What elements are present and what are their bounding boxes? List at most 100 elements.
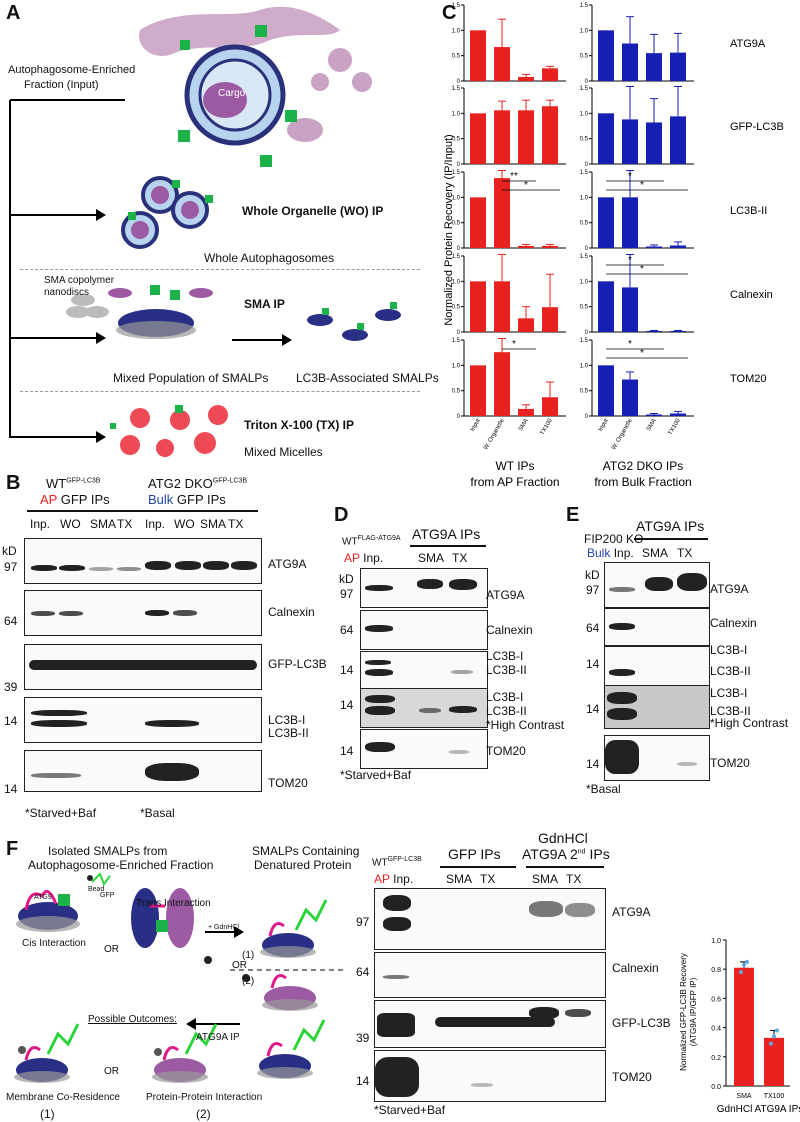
d-mw-marker: 14 xyxy=(340,698,354,712)
c-protein-label: Calnexin xyxy=(730,289,773,301)
f-mw-marker: 14 xyxy=(356,1074,370,1088)
panel-f-bar-chart: Normalized GFP-LC3B Recovery (ATG9A IP/GF… xyxy=(679,938,800,1115)
c-sig-label: * xyxy=(628,255,632,266)
b-blot-lc3b xyxy=(24,697,262,743)
c-ytick-label: 1.5 xyxy=(452,254,461,260)
b-ap-ips: AP GFP IPs xyxy=(40,492,110,507)
panel-c-chart: Normalized Protein Recovery (IP/Input) 0 0… xyxy=(443,3,784,489)
f-underline xyxy=(526,866,604,868)
f-note: *Starved+Baf xyxy=(374,1103,446,1117)
c-bar xyxy=(518,245,534,248)
c-ytick-label: 0.5 xyxy=(580,54,589,60)
c-ytick-label: 0.5 xyxy=(580,305,589,311)
c-ytick-label: 1.5 xyxy=(580,86,589,92)
e-mw-marker: 14 xyxy=(586,757,600,771)
f-mw-marker: 97 xyxy=(356,915,370,929)
f-gdn-head: GdnHCl xyxy=(538,830,588,846)
c-bar xyxy=(542,397,558,416)
sma-reagent-2: nanodiscs xyxy=(44,287,90,298)
c-bar xyxy=(670,116,686,164)
e-blot-lc3b-high xyxy=(604,685,710,729)
c-bar xyxy=(542,106,558,164)
tx-caption: Mixed Micelles xyxy=(244,445,323,459)
f-or-1: OR xyxy=(104,944,119,955)
e-target-label: LC3B-II xyxy=(710,704,751,718)
c-sig-label: * xyxy=(640,180,644,191)
panel-a-label: A xyxy=(6,2,21,24)
d-wt: WTFLAG-ATG9A xyxy=(342,535,401,548)
f-or-2: OR xyxy=(232,960,247,971)
f-target-label: GFP-LC3B xyxy=(612,1016,671,1030)
b-note-2: *Basal xyxy=(140,806,175,820)
e-mw-marker: 64 xyxy=(586,621,600,635)
c-bar xyxy=(494,178,510,248)
input-label-2: Fraction (Input) xyxy=(24,79,99,91)
c-bar xyxy=(518,76,534,81)
b-lane-label: SMA xyxy=(200,517,227,531)
c-ytick-label: 1.5 xyxy=(452,3,461,9)
f-blot-atg9a xyxy=(374,888,606,950)
c-sig-label: * xyxy=(628,171,632,182)
f-bar-point xyxy=(739,970,743,975)
c-bar xyxy=(518,318,534,332)
e-kd: kD xyxy=(585,568,600,582)
b-mw-marker: 97 xyxy=(4,560,18,574)
b-mw-marker: 64 xyxy=(4,614,18,628)
b-lane-label: TX xyxy=(117,517,133,531)
c-sig-label: * xyxy=(640,348,644,359)
b-target-label: ATG9A xyxy=(268,557,307,571)
f-o1-mid: (1) xyxy=(242,950,255,961)
c-bar xyxy=(598,365,614,416)
panel-c-label: C xyxy=(442,2,457,24)
divider xyxy=(20,391,420,392)
c-sig-label: ** xyxy=(510,171,518,182)
b-blot-atg9a xyxy=(24,538,262,584)
e-line: FIP200 KO xyxy=(584,532,644,546)
c-bar xyxy=(494,47,510,81)
b-target-label: LC3B-I xyxy=(268,713,306,727)
e-bulk-inp: Bulk Inp. xyxy=(587,546,634,560)
c-bar xyxy=(646,414,662,416)
f-ap-inp: AP Inp. xyxy=(374,872,414,886)
e-underline xyxy=(634,538,708,540)
panel-e-label: E xyxy=(566,504,580,526)
f-bead: Bead xyxy=(88,886,105,893)
c-bar xyxy=(670,413,686,416)
e-blot-tom20 xyxy=(604,735,710,781)
b-underline xyxy=(27,510,142,512)
d-mw-marker: 14 xyxy=(340,744,354,758)
e-mw-marker: 97 xyxy=(586,583,600,597)
c-bar xyxy=(470,30,486,81)
d-mw-marker: 14 xyxy=(340,663,354,677)
f-blot-tom20 xyxy=(374,1050,606,1102)
b-lane-label: Inp. xyxy=(145,517,166,531)
c-ytick-label: 1.5 xyxy=(452,338,461,344)
c-protein-label: ATG9A xyxy=(730,38,766,50)
f-gfp-ips: GFP IPs xyxy=(448,846,501,862)
c-category-label: W. Organelle xyxy=(611,417,634,451)
c-category-label: SMA xyxy=(646,418,658,432)
c-bar xyxy=(518,110,534,164)
b-mw-marker: 14 xyxy=(4,782,18,796)
c-protein-label: LC3B-II xyxy=(730,205,767,217)
f-bar-point xyxy=(775,1028,779,1033)
c-bar xyxy=(646,330,662,332)
f-underline xyxy=(440,866,516,868)
c-bar xyxy=(598,113,614,164)
c-group-title: ATG2 DKO IPs xyxy=(603,459,683,473)
c-bar xyxy=(670,245,686,248)
f-bar-ylabel-2: (ATG9A IP/GFP IP) xyxy=(689,977,698,1046)
c-ylabel: Normalized Protein Recovery (IP/Input) xyxy=(443,134,455,325)
c-bar xyxy=(622,287,638,332)
panel-b-label: B xyxy=(6,472,21,494)
f-lane-label: TX xyxy=(480,872,496,886)
f-bar-point xyxy=(745,959,749,964)
c-ytick-label: 0 xyxy=(457,414,461,420)
c-bar xyxy=(542,307,558,332)
c-bar xyxy=(470,197,486,248)
f-cis: Cis Interaction xyxy=(22,938,86,949)
sma-reagent-1: SMA copolymer xyxy=(44,275,115,286)
c-ytick-label: 0 xyxy=(585,414,589,420)
d-target-label: LC3B-II xyxy=(486,704,527,718)
vesicle xyxy=(311,73,329,91)
